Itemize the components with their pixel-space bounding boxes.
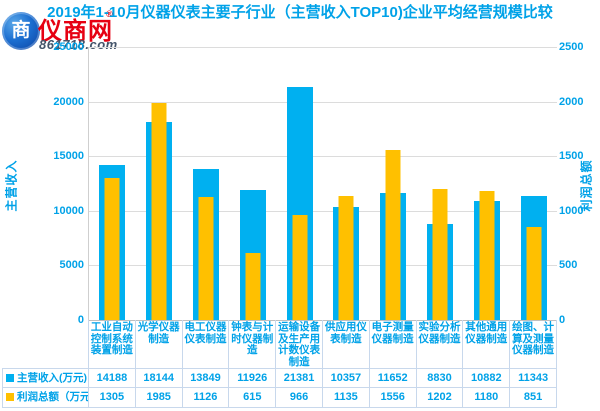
right-tick-label: 2000 xyxy=(559,95,584,108)
table-row: 利润总额（万元）13051985112661596611351556120211… xyxy=(2,388,557,408)
gridline xyxy=(89,265,557,267)
category-cell: 工业自动控制系统装置制造 xyxy=(88,320,135,368)
value-cell: 10357 xyxy=(321,368,369,388)
category-cell: 实验分析仪器制造 xyxy=(415,320,463,368)
left-tick-label: 10000 xyxy=(53,204,84,217)
brand-name: 仪商网 xyxy=(38,18,113,45)
category-cell: 光学仪器制造 xyxy=(134,320,182,368)
value-cell: 11926 xyxy=(228,368,276,388)
profit-bar xyxy=(479,191,495,320)
category-band xyxy=(370,47,417,320)
value-cell: 11652 xyxy=(368,368,416,388)
value-cell: 1126 xyxy=(181,388,229,408)
right-axis-ticks: 2500 2000 1500 1000 500 0 xyxy=(559,0,600,411)
profit-bar xyxy=(151,103,167,320)
legend-label-cell: 主营收入(万元) xyxy=(2,368,88,388)
category-band xyxy=(89,47,136,320)
left-axis-ticks: 25000 20000 15000 10000 5000 0 xyxy=(0,0,84,411)
value-cell: 966 xyxy=(275,388,322,408)
value-cell: 851 xyxy=(509,388,557,408)
category-band xyxy=(417,47,464,320)
brand-domain: 861718.com xyxy=(39,37,118,52)
gridline xyxy=(89,47,557,48)
brand-logo-glyph: 商 xyxy=(11,20,31,41)
category-cell: 供应用仪表制造 xyxy=(321,320,369,368)
right-tick-label: 1500 xyxy=(559,150,584,163)
data-table: 主营收入(万元) 14188 18144 13849 11926 21381 10357 11… xyxy=(2,368,557,408)
value-cell: 1202 xyxy=(415,388,463,408)
profit-bar xyxy=(338,196,354,320)
left-tick-label: 0 xyxy=(77,314,84,326)
value-cell: 11343 xyxy=(509,368,557,388)
brand-logo-icon: 商 xyxy=(2,12,40,50)
revenue-legend-swatch xyxy=(6,374,14,382)
table-row: 主营收入(万元) 14188 18144 13849 11926 21381 10357 11… xyxy=(2,368,557,388)
category-band xyxy=(510,47,557,320)
value-cell: 615 xyxy=(228,388,276,408)
gridline xyxy=(89,156,557,158)
profit-bar xyxy=(432,188,448,320)
value-cell: 14188 xyxy=(88,368,135,388)
value-cell: 8830 xyxy=(415,368,463,388)
right-tick-label: 0 xyxy=(559,314,566,326)
left-tick-label: 20000 xyxy=(53,95,84,108)
right-tick-label: 500 xyxy=(559,259,578,272)
profit-bar xyxy=(245,252,261,320)
left-tick-label: 25000 xyxy=(53,41,84,53)
value-cell: 18144 xyxy=(134,368,182,388)
category-band xyxy=(276,47,323,320)
profit-bar xyxy=(292,214,308,320)
brand-logo[interactable]: 商 仪商网 ® 861718.com xyxy=(2,9,117,54)
profit-bar xyxy=(526,227,542,320)
category-band xyxy=(323,47,370,320)
category-band xyxy=(229,47,276,320)
value-cell: 1985 xyxy=(134,388,182,408)
category-cell: 电子测量仪器制造 xyxy=(368,320,416,368)
gridline xyxy=(89,101,557,103)
right-tick-label: 1000 xyxy=(559,204,584,217)
category-cell: 运输设备及生产用计数仪表制造 xyxy=(275,320,322,368)
category-cell: 电工仪器仪表制造 xyxy=(181,320,229,368)
value-cell: 21381 xyxy=(275,368,322,388)
profit-bar xyxy=(104,177,120,320)
category-cell: 绘图、计算及测量仪器制造 xyxy=(509,320,557,368)
left-tick-label: 5000 xyxy=(59,259,84,272)
category-band xyxy=(183,47,230,320)
profit-bar xyxy=(385,150,401,320)
value-cell: 10882 xyxy=(462,368,510,388)
profit-legend-swatch xyxy=(6,393,14,401)
category-cell: 其他通用仪器制造 xyxy=(462,320,509,368)
value-cell: 13849 xyxy=(181,368,229,388)
category-cell: 钟表与计时仪器制造 xyxy=(228,320,275,368)
legend-label-cell: 利润总额（万元） xyxy=(2,388,88,408)
value-cell: 1556 xyxy=(368,388,416,408)
category-band xyxy=(463,47,510,320)
value-cell: 1305 xyxy=(88,388,135,408)
value-cell: 1135 xyxy=(321,388,369,408)
value-cell: 1180 xyxy=(462,388,510,408)
plot-area xyxy=(88,47,557,321)
category-band xyxy=(136,47,183,320)
right-tick-label: 2500 xyxy=(559,41,584,53)
registered-mark: ® xyxy=(106,9,113,19)
gridline xyxy=(89,210,557,212)
left-tick-label: 15000 xyxy=(53,150,84,163)
profit-bar xyxy=(198,197,214,320)
chart-title: 2019年1-10月仪器仪表主要子行业（主营收入TOP10)企业平均经营规模比较 xyxy=(47,4,553,21)
category-axis: 工业自动控制系统装置制造 光学仪器制造 电工仪器仪表制造 钟表与计时仪器制造 运输设备及… xyxy=(88,320,557,368)
